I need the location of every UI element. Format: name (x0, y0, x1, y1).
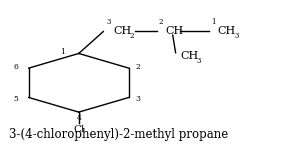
Text: Cl: Cl (73, 125, 84, 134)
Text: 1: 1 (61, 48, 65, 56)
Text: 3: 3 (196, 57, 201, 65)
Text: 3-(4-chlorophenyl)-2-methyl propane: 3-(4-chlorophenyl)-2-methyl propane (9, 128, 229, 141)
Text: 5: 5 (13, 95, 18, 103)
Text: CH: CH (113, 26, 132, 37)
Text: 2: 2 (130, 32, 134, 40)
Text: 3: 3 (234, 32, 239, 40)
Text: 1: 1 (211, 18, 215, 26)
Text: 2: 2 (135, 63, 140, 71)
Text: CH: CH (218, 26, 236, 37)
Text: 6: 6 (13, 63, 18, 71)
Text: CH: CH (166, 26, 184, 37)
Text: 3: 3 (135, 95, 140, 103)
Text: 4: 4 (76, 114, 81, 122)
Text: 2: 2 (159, 18, 164, 26)
Text: 3: 3 (107, 18, 111, 26)
Text: CH: CH (180, 51, 198, 61)
